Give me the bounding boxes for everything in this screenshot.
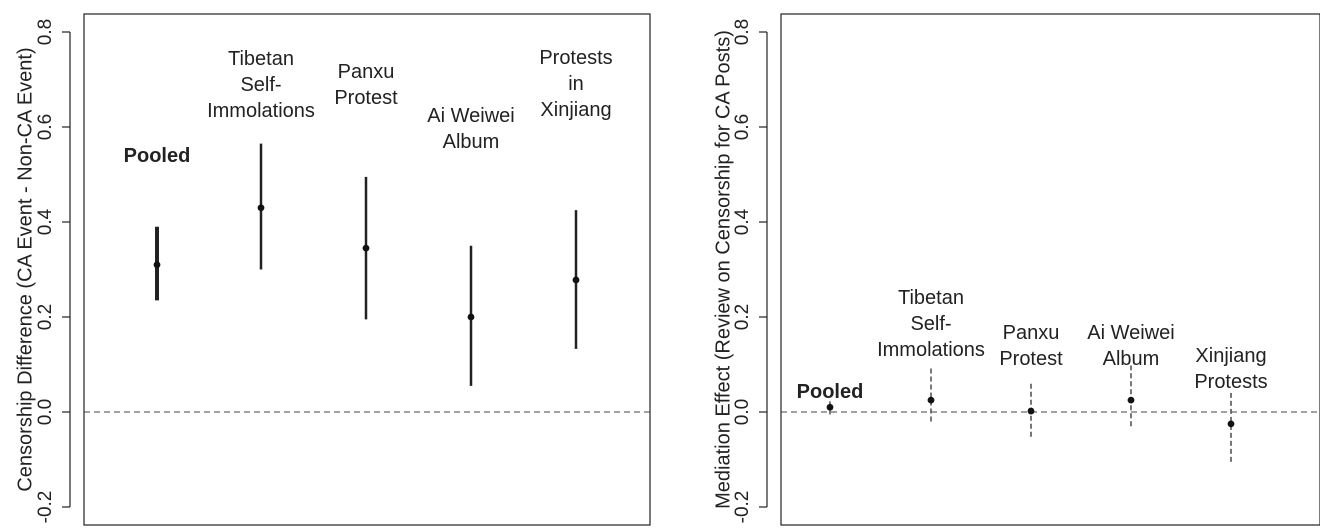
series-label-line: Pooled — [797, 381, 864, 403]
series-label-line: Panxu — [1003, 322, 1060, 344]
series-label-line: Protests — [1194, 371, 1267, 393]
series-label-line: Self- — [910, 313, 951, 335]
series-label-line: Xinjiang — [1195, 345, 1266, 367]
point-estimate — [153, 261, 161, 269]
series-label: Protests in Xinjiang — [539, 47, 612, 121]
series-label-line: Protests — [539, 47, 612, 69]
series-label: Ai Weiwei Album — [427, 105, 514, 153]
point-estimate — [826, 403, 834, 411]
series-label-line: Ai Weiwei — [1087, 322, 1174, 344]
point-estimate — [1027, 407, 1035, 415]
series-label: Panxu Protest — [999, 322, 1063, 370]
point-estimate — [1127, 396, 1135, 404]
y-tick-label: 0.8 — [732, 19, 753, 45]
y-tick-label: 0.2 — [35, 304, 56, 330]
series-label: Ai Weiwei Album — [1087, 322, 1174, 370]
point-estimate — [362, 244, 370, 252]
y-tick-label: 0.4 — [35, 208, 56, 235]
series-label-line: Immolations — [207, 100, 315, 122]
y-axis-title: Censorship Difference (CA Event - Non-CA… — [14, 47, 36, 491]
y-tick-label: 0.0 — [732, 399, 753, 425]
series-label-line: in — [568, 73, 584, 95]
series-label-line: Album — [443, 131, 500, 153]
series-label-line: Protest — [334, 87, 398, 109]
series-label-line: Tibetan — [228, 48, 294, 70]
y-tick-label: 0.0 — [35, 399, 56, 425]
series-label: Pooled — [124, 145, 191, 167]
series-label: Panxu Protest — [334, 61, 398, 109]
series-label-line: Panxu — [338, 61, 395, 83]
series-label-line: Self- — [240, 74, 281, 96]
y-axis-title: Mediation Effect (Review on Censorship f… — [712, 30, 734, 509]
point-estimate — [257, 204, 265, 212]
series-label-line: Immolations — [877, 339, 985, 361]
series-label-line: Protest — [999, 348, 1063, 370]
series-label-line: Xinjiang — [540, 99, 611, 121]
point-estimate — [1227, 420, 1235, 428]
series-label-line: Album — [1103, 348, 1160, 370]
y-tick-label: 0.6 — [35, 114, 56, 140]
y-tick-label: -0.2 — [35, 491, 56, 524]
series-label-line: Pooled — [124, 145, 191, 167]
y-tick-label: 0.2 — [732, 304, 753, 330]
y-tick-label: 0.8 — [35, 19, 56, 45]
point-estimate — [927, 396, 935, 404]
y-tick-label: -0.2 — [732, 491, 753, 524]
point-estimate — [572, 276, 580, 284]
y-tick-label: 0.4 — [732, 208, 753, 235]
series-label: Tibetan Self- Immolations — [877, 287, 985, 361]
series-label: Xinjiang Protests — [1194, 345, 1267, 393]
plot-frame — [83, 13, 651, 526]
series-label: Tibetan Self- Immolations — [207, 48, 315, 122]
series-label: Pooled — [797, 381, 864, 403]
plot-frame — [780, 13, 1320, 526]
point-estimate — [467, 313, 475, 321]
series-label-line: Tibetan — [898, 287, 964, 309]
y-tick-label: 0.6 — [732, 114, 753, 140]
series-label-line: Ai Weiwei — [427, 105, 514, 127]
